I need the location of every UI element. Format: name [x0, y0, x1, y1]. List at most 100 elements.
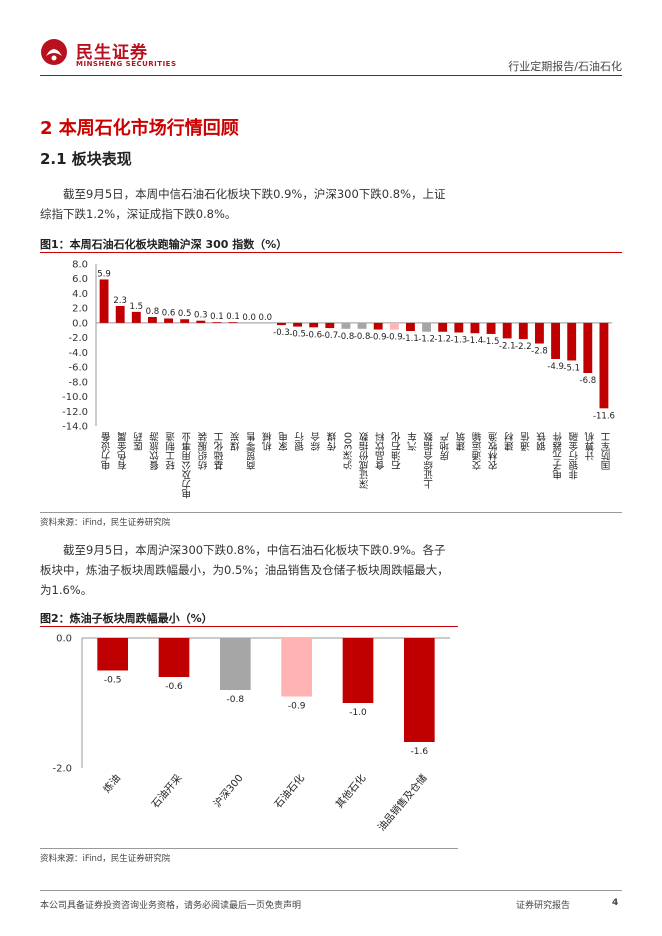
data-label: 2.3	[113, 296, 127, 306]
data-label: -6.8	[580, 376, 597, 386]
data-label: -0.9	[288, 702, 306, 712]
x-tick-label: 电子元器件	[552, 431, 564, 480]
y-tick-label: -6.0	[68, 363, 88, 374]
bar	[486, 322, 496, 334]
x-tick-label: 房地产	[439, 431, 451, 461]
bar	[99, 279, 109, 323]
data-label: 1.5	[130, 302, 144, 312]
bar	[406, 322, 415, 332]
data-label: -1.0	[349, 708, 367, 718]
x-tick-label: 沪深300	[211, 772, 246, 810]
y-tick-label: -14.0	[62, 422, 88, 433]
x-tick-label: 钢铁	[536, 431, 548, 452]
data-label: -1.5	[483, 337, 500, 347]
x-tick-label: 商贸零售	[246, 431, 258, 471]
x-tick-label: 汽车	[407, 431, 419, 452]
data-label: -1.2	[418, 335, 435, 345]
bar	[325, 322, 335, 329]
data-label: 0.1	[210, 312, 224, 322]
x-tick-label: 基础化工	[214, 432, 226, 471]
bar	[341, 322, 351, 329]
figure-1-source: 资料来源：iFind，民生证券研究院	[40, 518, 171, 528]
data-label: 0.8	[146, 307, 160, 317]
data-label: -1.6	[411, 747, 429, 757]
logo-text-en: MINSHENG SECURITIES	[76, 60, 177, 68]
report-type: 行业定期报告/石油石化	[508, 60, 622, 73]
x-tick-label: 通信	[520, 431, 532, 451]
data-label: 0.1	[226, 312, 240, 322]
x-tick-label: 传媒	[327, 431, 339, 452]
y-tick-label: -10.0	[62, 392, 88, 403]
data-label: -4.9	[547, 362, 564, 372]
figure-2-top-line	[40, 626, 458, 627]
footer-divider	[40, 890, 622, 891]
x-tick-label: 餐饮旅游	[149, 431, 161, 471]
data-label: -0.9	[370, 333, 387, 343]
paragraph-1-line-1: 截至9月5日，本周中信石油石化板块下跌0.9%，沪深300下跌0.8%，上证	[63, 187, 446, 201]
y-tick-label: -2.0	[68, 333, 88, 344]
paragraph-2: 截至9月5日，本周沪深300下跌0.8%，中信石油石化板块下跌0.9%。各子 板…	[40, 540, 622, 600]
x-tick-label: 计算机	[585, 431, 597, 461]
x-tick-label: 家电	[278, 432, 290, 452]
y-tick-label: 6.0	[72, 274, 88, 285]
bar	[164, 318, 173, 323]
x-tick-label: 其他石化	[333, 772, 369, 811]
bar	[518, 322, 528, 340]
data-label: -0.3	[273, 328, 290, 338]
data-label: -0.5	[289, 330, 306, 340]
data-label: -5.1	[563, 363, 580, 373]
figure-2-source: 资料来源：iFind，民生证券研究院	[40, 854, 171, 864]
section-heading: 2 本周石化市场行情回顾	[40, 118, 239, 139]
data-label: 5.9	[97, 269, 111, 279]
bar	[438, 322, 448, 332]
data-label: -2.2	[515, 342, 532, 352]
data-label: -0.6	[165, 682, 183, 692]
data-label: -0.8	[354, 332, 371, 342]
x-tick-label: 炼油	[100, 772, 123, 796]
data-label: 0.0	[259, 313, 273, 323]
data-label: -1.3	[451, 335, 468, 345]
minsheng-logo-icon	[41, 39, 67, 65]
bar	[158, 638, 190, 677]
y-tick-label: 4.0	[72, 289, 88, 300]
figure-2-source-line	[40, 848, 458, 849]
data-label: -0.8	[227, 695, 245, 705]
x-tick-label: 电力及公用事业	[181, 432, 193, 499]
bar	[131, 311, 141, 323]
paragraph-2-line-1: 截至9月5日，本周沪深300下跌0.8%，中信石油石化板块下跌0.9%。各子	[63, 543, 446, 557]
bar	[422, 322, 431, 332]
data-label: 0.0	[242, 313, 256, 323]
y-tick-label: -8.0	[68, 377, 88, 388]
logo-text-cn: 民生证券	[76, 43, 148, 63]
x-tick-label: 建筑	[456, 431, 468, 452]
bar	[148, 317, 157, 323]
x-tick-label: 国防军工	[601, 432, 613, 470]
bar	[277, 322, 286, 326]
bar	[220, 638, 251, 690]
paragraph-2-line-3: 为1.6%。	[40, 583, 93, 597]
x-tick-label: 纺织服装	[198, 431, 210, 471]
footer-report-label: 证券研究报告	[516, 901, 571, 911]
x-tick-label: 沪深300	[343, 432, 355, 470]
y-tick-label: 0.0	[56, 634, 72, 645]
data-label: -1.2	[434, 335, 451, 345]
x-tick-label: 煤炭	[230, 431, 242, 452]
paragraph-1-line-2: 综指下跌1.2%，深证成指下跌0.8%。	[40, 207, 237, 221]
header-divider	[40, 75, 622, 76]
bar	[454, 322, 464, 333]
bar	[470, 322, 480, 334]
y-tick-label: 0.0	[72, 318, 88, 329]
bar	[293, 322, 302, 327]
x-tick-label: 交通运输	[472, 431, 484, 471]
y-tick-label: -2.0	[52, 764, 72, 775]
x-tick-label: 轻工制造	[165, 431, 177, 471]
x-tick-label: 上证综合指数	[423, 431, 435, 489]
x-tick-label: 农林牧渔	[488, 432, 500, 471]
data-label: -2.8	[531, 347, 548, 357]
figure-2-chart: 0.0 -2.0 -0.5 炼油 -0.6 石油开采 -0.8 沪深300 -0.9 石油石化 -1…	[52, 634, 450, 834]
bar	[357, 322, 367, 329]
x-tick-label: 深证成份指数	[359, 431, 371, 489]
x-tick-label: 综合	[310, 431, 322, 452]
bar	[196, 320, 206, 323]
data-label: -0.9	[386, 333, 403, 343]
